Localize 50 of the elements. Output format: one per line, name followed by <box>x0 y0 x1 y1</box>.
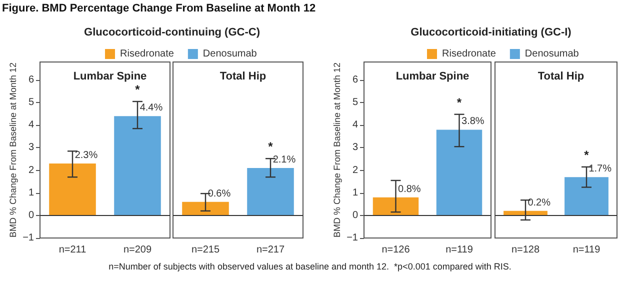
text: Total Hip <box>220 70 266 82</box>
legend-label: Denosumab <box>202 48 258 60</box>
y-axis-title: BMD % Change From Baseline at Month 12 <box>332 62 342 238</box>
data-label: 4.4% <box>140 102 163 114</box>
y-tick-label: 1 <box>28 187 34 198</box>
y-axis-title: BMD % Change From Baseline at Month 12 <box>8 62 18 238</box>
data-label: 0.2% <box>528 197 551 208</box>
x-tick-label: n=217 <box>256 244 285 256</box>
y-tick-label: 1 <box>352 187 358 198</box>
data-label: 3.8% <box>462 116 484 128</box>
y-tick-label: 6 <box>352 74 358 86</box>
x-tick-label: n=126 <box>382 244 410 256</box>
data-label: 0.6% <box>208 188 231 200</box>
annotation: * <box>456 95 462 110</box>
y-tick-label: 2 <box>28 164 34 176</box>
text: Figure. BMD Percentage Change From Baseline at Month 12 <box>2 2 316 14</box>
y-tick-label: 6 <box>28 74 34 86</box>
y-tick-label: −1 <box>22 232 34 244</box>
data-label: 2.3% <box>74 150 98 162</box>
legend-label: Risedronate <box>120 48 174 60</box>
y-tick-label: 5 <box>352 97 358 108</box>
chart-subtitle: Glucocorticoid-initiating (GC-I) <box>410 26 572 38</box>
chart-subtitle: Glucocorticoid-continuing (GC-C) <box>84 26 260 38</box>
text: Total Hip <box>538 70 584 82</box>
annotation: * <box>268 140 274 154</box>
text: Lumbar Spine <box>396 70 470 82</box>
y-tick-label: 3 <box>352 142 358 154</box>
x-tick-label: n=119 <box>572 244 601 256</box>
legend-label: Risedronate <box>442 48 496 60</box>
annotation: * <box>135 82 140 96</box>
x-tick-label: n=215 <box>191 244 220 256</box>
data-label: 0.8% <box>398 184 421 195</box>
x-tick-label: n=209 <box>123 244 152 256</box>
x-tick-label: n=128 <box>511 244 540 256</box>
y-tick-label: −1 <box>346 232 358 244</box>
data-label: 1.7% <box>588 164 612 175</box>
y-tick-label: 0 <box>28 210 34 221</box>
y-tick-label: 3 <box>28 142 34 154</box>
y-tick-label: 4 <box>28 120 34 131</box>
y-tick-label: 0 <box>352 210 358 221</box>
y-tick-label: 4 <box>352 120 358 131</box>
y-tick-label: 5 <box>28 97 34 108</box>
x-tick-label: n=119 <box>446 244 474 256</box>
text: n=Number of subjects with observed values at baseline and month 12. *p<0.001 compared with RIS. <box>108 262 512 272</box>
annotation: * <box>584 148 590 162</box>
legend-label: Denosumab <box>524 48 580 60</box>
x-tick-label: n=211 <box>58 244 87 256</box>
text: Lumbar Spine <box>73 70 147 82</box>
data-label: 2.1% <box>272 154 296 166</box>
y-tick-label: 2 <box>352 164 358 176</box>
